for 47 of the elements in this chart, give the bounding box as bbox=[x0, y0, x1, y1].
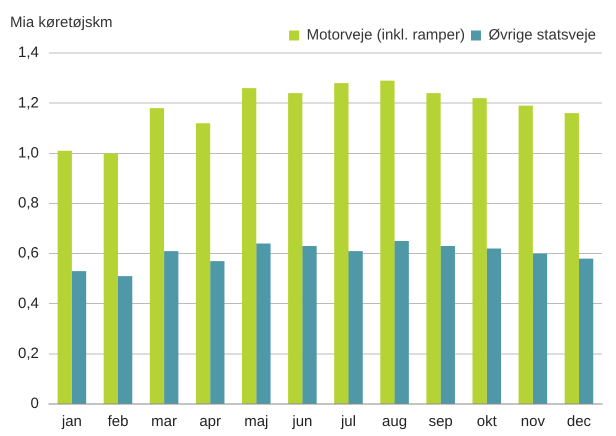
x-tick-label: nov bbox=[520, 413, 546, 430]
y-tick-label: 0 bbox=[30, 395, 39, 412]
y-axis-title: Mia køretøjskm bbox=[10, 14, 112, 31]
bar bbox=[440, 246, 455, 404]
x-tick-label: apr bbox=[199, 413, 222, 430]
bar bbox=[518, 106, 533, 404]
bar bbox=[426, 93, 441, 404]
legend-label: Øvrige statsveje bbox=[488, 26, 596, 44]
x-tick-label: feb bbox=[108, 413, 128, 430]
bar bbox=[104, 153, 118, 404]
y-tick-label: 1,2 bbox=[18, 94, 39, 112]
bar bbox=[334, 83, 348, 404]
x-tick-label: jul bbox=[340, 413, 356, 430]
bar bbox=[394, 241, 409, 404]
bar bbox=[288, 93, 302, 404]
bar bbox=[302, 246, 317, 404]
bar bbox=[578, 258, 594, 404]
bar bbox=[380, 80, 395, 404]
y-tick-label: 1,4 bbox=[18, 44, 39, 62]
y-tick-label: 0,8 bbox=[18, 194, 39, 212]
x-tick-label: jun bbox=[291, 413, 312, 430]
y-tick-label: 0,6 bbox=[18, 244, 39, 262]
y-tick-label: 1,0 bbox=[18, 144, 39, 162]
x-tick-label: jan bbox=[60, 413, 82, 430]
x-tick-label: dec bbox=[566, 413, 592, 430]
bar bbox=[58, 150, 72, 404]
bar bbox=[256, 244, 271, 404]
bar bbox=[196, 123, 210, 404]
bar bbox=[564, 113, 579, 404]
bar bbox=[118, 276, 132, 404]
x-tick-label: okt bbox=[476, 413, 498, 430]
x-tick-label: maj bbox=[244, 413, 268, 430]
y-tick-label: 0,4 bbox=[18, 294, 39, 312]
bar bbox=[348, 251, 363, 404]
legend-label: Motorveje (inkl. ramper) bbox=[306, 26, 465, 44]
bar bbox=[72, 271, 86, 404]
bar bbox=[486, 248, 502, 404]
bar bbox=[210, 261, 224, 404]
x-tick-label: aug bbox=[382, 413, 408, 430]
bar bbox=[242, 88, 256, 404]
x-tick-label: mar bbox=[151, 413, 178, 430]
y-tick-label: 0,2 bbox=[18, 345, 39, 362]
bar bbox=[472, 98, 487, 404]
x-tick-label: sep bbox=[428, 413, 453, 430]
bar bbox=[532, 254, 548, 404]
bar bbox=[164, 251, 178, 404]
bar bbox=[150, 108, 164, 404]
